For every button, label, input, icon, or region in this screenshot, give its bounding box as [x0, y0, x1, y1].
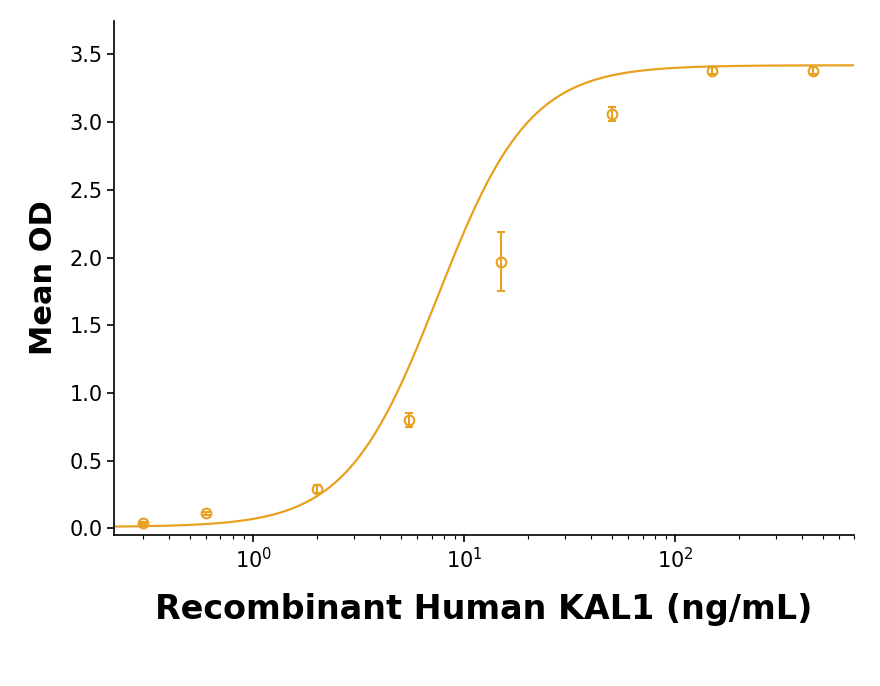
- Y-axis label: Mean OD: Mean OD: [29, 200, 58, 355]
- X-axis label: Recombinant Human KAL1 (ng/mL): Recombinant Human KAL1 (ng/mL): [155, 593, 813, 626]
